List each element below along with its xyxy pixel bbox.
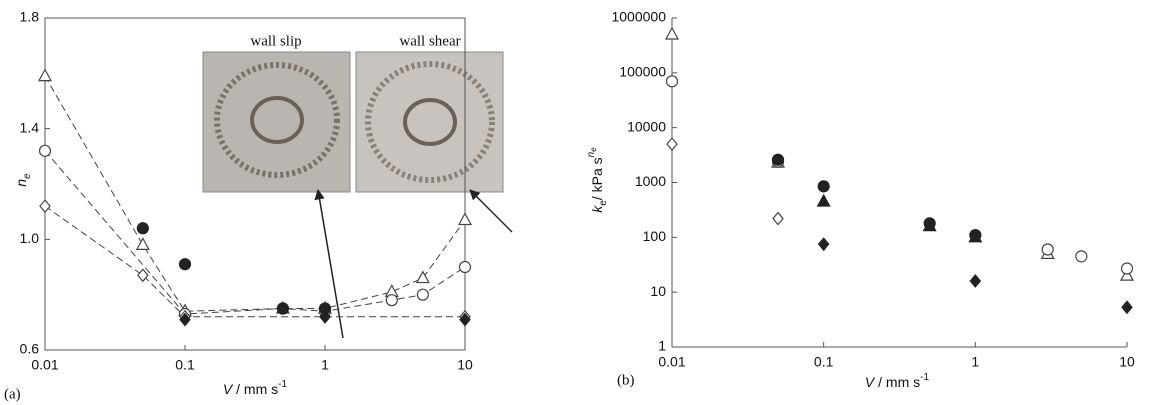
x-tick-label: 0.1 <box>175 357 195 373</box>
marker <box>1075 250 1088 263</box>
marker <box>817 180 830 193</box>
y-axis-label-sub: e <box>22 173 33 179</box>
x-axis-label-var: V <box>865 374 876 390</box>
y-axis-label-exp: n <box>586 151 597 157</box>
x-axis-label: V / mm s-1 <box>223 379 288 397</box>
marker <box>318 302 332 315</box>
marker <box>457 212 473 226</box>
x-tick-label: 1 <box>321 357 329 373</box>
x-axis-label-unit: / mm s <box>878 374 920 390</box>
photo-detail <box>250 96 304 144</box>
marker <box>666 137 678 152</box>
y-axis-label-exp-sub: e <box>589 147 598 152</box>
y-tick-label: 1 <box>658 338 666 354</box>
y-tick-label: 0.6 <box>20 341 40 357</box>
y-tick-label: 1.4 <box>20 119 40 135</box>
x-axis-label-exp: -1 <box>278 379 287 390</box>
marker <box>969 274 982 288</box>
marker <box>178 258 192 271</box>
marker <box>771 153 785 166</box>
marker <box>816 193 831 207</box>
marker <box>136 222 149 235</box>
y-axis-label-base: n <box>13 179 29 187</box>
y-tick-label: 100 <box>643 228 667 244</box>
annotation: wall shear <box>399 33 460 49</box>
y-tick-label: 1.0 <box>20 230 40 246</box>
panel-label: (b) <box>617 372 635 388</box>
marker <box>137 268 149 283</box>
marker <box>922 218 937 232</box>
marker <box>39 199 51 214</box>
x-axis-label-var: V <box>223 381 234 397</box>
marker <box>459 312 471 327</box>
y-tick-label: 1000 <box>635 173 666 189</box>
marker <box>135 237 150 250</box>
x-tick-label: 1 <box>971 354 979 370</box>
x-axis-label-unit: / mm s <box>236 381 278 397</box>
marker <box>38 144 52 157</box>
marker <box>415 270 430 284</box>
arrow <box>314 188 344 339</box>
marker <box>458 260 472 274</box>
y-axis-label: ke/ kPa sne <box>586 147 609 213</box>
photo-detail <box>403 98 457 146</box>
x-axis-label: V / mm s-1 <box>865 372 930 390</box>
marker <box>1119 267 1135 281</box>
x-tick-label: 0.01 <box>658 354 685 370</box>
marker <box>276 302 289 315</box>
inset-photo <box>202 51 351 193</box>
series-line <box>44 205 465 318</box>
y-axis-label-base: k <box>589 205 605 213</box>
marker <box>416 288 429 301</box>
marker <box>1120 262 1134 275</box>
y-tick-label: 10 <box>650 283 666 299</box>
marker <box>665 75 679 88</box>
marker <box>968 229 983 243</box>
plot-frame <box>44 17 466 351</box>
marker <box>385 294 398 307</box>
marker <box>817 237 830 252</box>
panel-label: (a) <box>4 386 21 402</box>
marker <box>772 211 784 226</box>
x-tick-label: 0.1 <box>814 354 834 370</box>
y-tick-label: 1.8 <box>20 9 40 25</box>
x-axis-label-exp: -1 <box>920 372 929 383</box>
marker <box>1041 243 1054 256</box>
x-tick-label: 0.01 <box>31 357 58 373</box>
arrow <box>469 189 513 233</box>
x-tick-label: 10 <box>457 357 473 373</box>
marker <box>1121 300 1133 315</box>
x-tick-label: 10 <box>1119 354 1135 370</box>
marker <box>179 312 191 327</box>
photo-detail <box>214 62 340 178</box>
inset-photo <box>355 51 504 193</box>
marker <box>37 68 53 82</box>
marker <box>664 26 680 40</box>
photo-detail <box>365 61 495 183</box>
y-tick-label: 10000 <box>627 118 666 134</box>
y-axis-label-sub: e <box>598 200 609 206</box>
annotation: wall slip <box>250 33 301 49</box>
y-tick-label: 1000000 <box>611 9 666 25</box>
y-axis-label-unit: / kPa s <box>589 157 605 200</box>
y-axis-label: ne <box>13 173 33 187</box>
y-tick-label: 100000 <box>619 64 666 80</box>
